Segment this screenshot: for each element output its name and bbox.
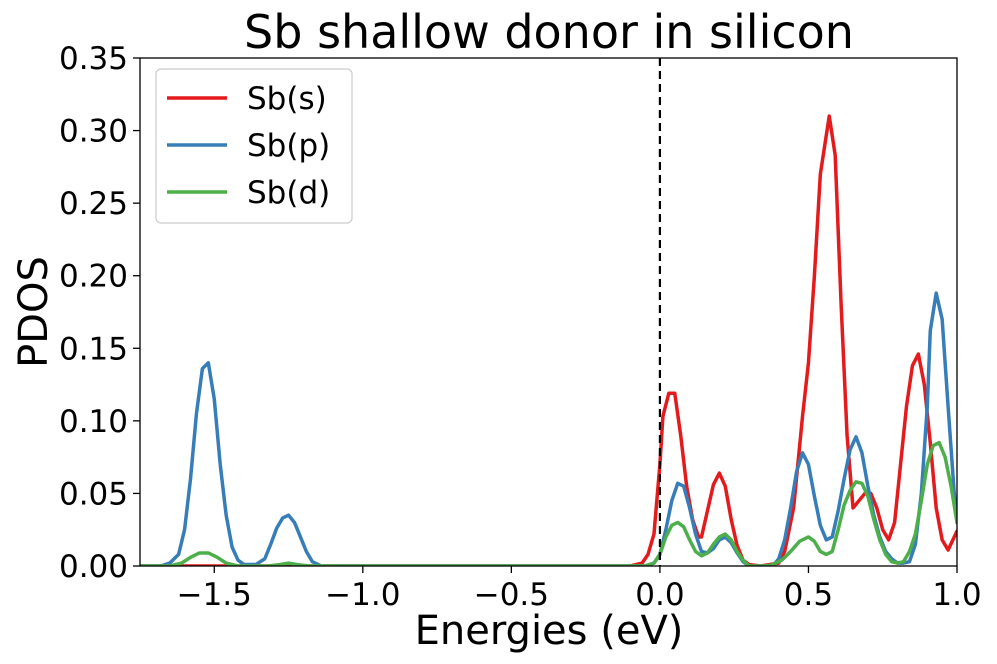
x-tick-label: 0.0: [635, 577, 684, 613]
y-tick-label: 0.05: [59, 476, 128, 512]
x-tick-label: 1.0: [932, 577, 981, 613]
legend-box: [155, 68, 353, 224]
y-tick-label: 0.15: [59, 331, 128, 367]
legend-label: Sb(s): [247, 81, 327, 117]
series-line-2: [140, 440, 957, 566]
x-axis-label: Energies (eV): [415, 608, 684, 654]
y-tick-label: 0.20: [59, 259, 128, 295]
y-tick-label: 0.10: [59, 404, 128, 440]
x-tick-label: −0.5: [474, 577, 549, 613]
plot-frame: [139, 57, 958, 567]
y-tick-label: 0.30: [59, 114, 128, 150]
y-tick-label: 0.00: [59, 549, 128, 585]
x-tick-label: −1.0: [325, 577, 400, 613]
y-tick-label: 0.35: [59, 41, 128, 77]
legend-label: Sb(d): [247, 175, 330, 211]
x-tick-label: −1.5: [177, 577, 252, 613]
y-axis-label: PDOS: [11, 256, 57, 368]
legend: Sb(s) Sb(p) Sb(d): [155, 68, 353, 224]
x-tick-label: 0.5: [784, 577, 833, 613]
y-tick-label: 0.25: [59, 186, 128, 222]
legend-label: Sb(p): [247, 128, 330, 164]
chart-title: Sb shallow donor in silicon: [244, 5, 854, 59]
series-line-1: [140, 291, 957, 566]
